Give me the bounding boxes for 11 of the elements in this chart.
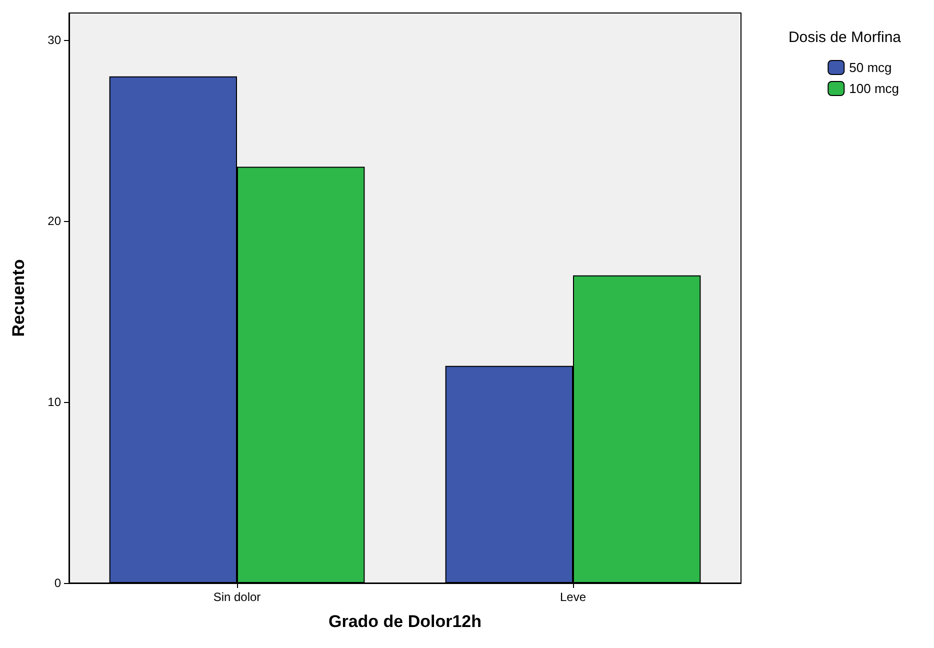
y-tick-label: 20 (48, 214, 62, 228)
y-tick-label: 10 (48, 395, 62, 410)
y-tick-label: 0 (54, 576, 62, 590)
y-axis-title: Recuento (9, 259, 28, 337)
x-tick-label: Leve (560, 590, 586, 604)
legend-label: 50 mcg (849, 60, 892, 75)
legend-label: 100 mcg (849, 81, 900, 96)
legend-title: Dosis de Morfina (788, 29, 902, 46)
y-tick-label: 30 (48, 33, 62, 48)
x-axis-title: Grado de Dolor12h (328, 612, 482, 631)
x-tick-label: Sin dolor (213, 590, 261, 604)
